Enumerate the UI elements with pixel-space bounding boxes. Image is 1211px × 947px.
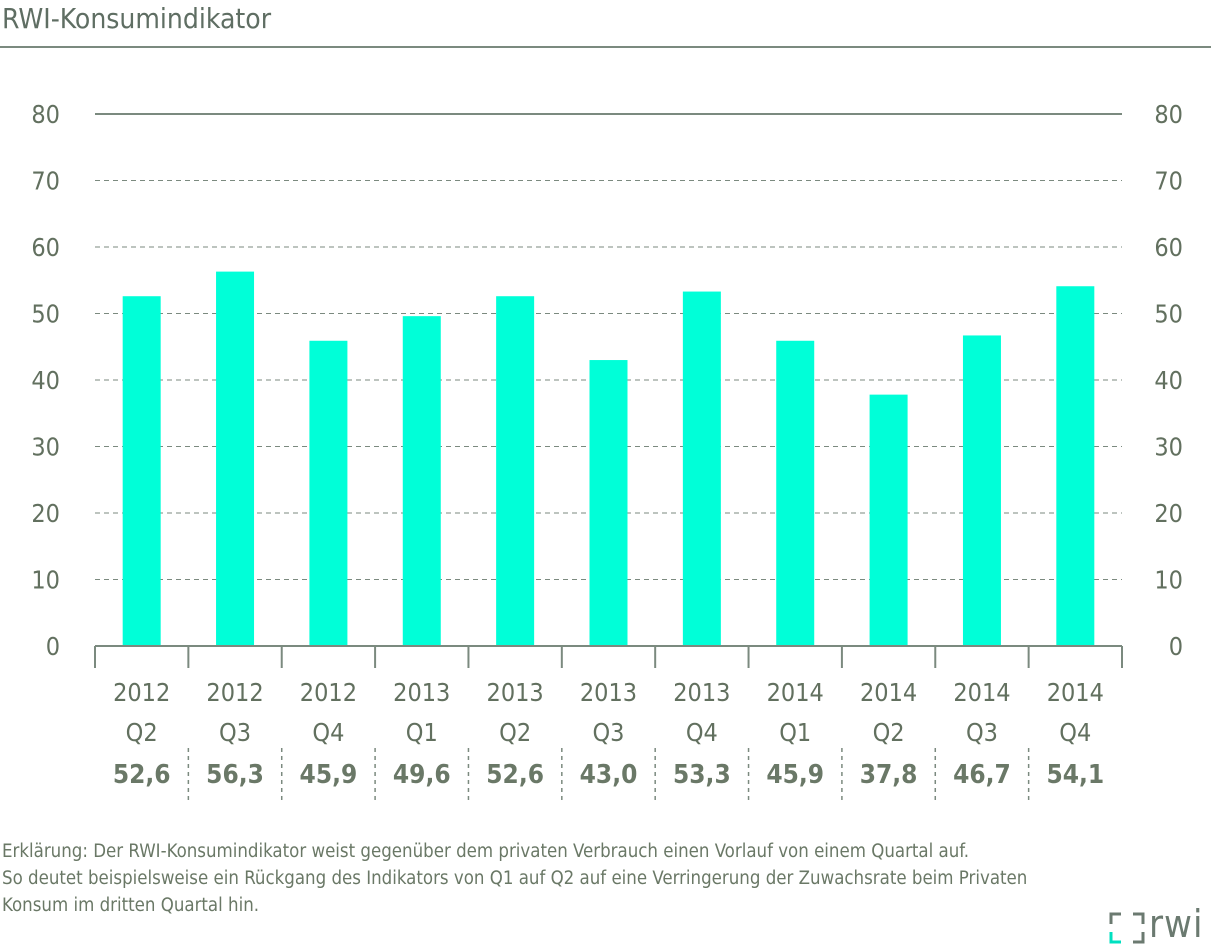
y-tick-label-left: 0 <box>46 632 60 661</box>
data-label: 43,0 <box>580 760 638 790</box>
data-label: 54,1 <box>1046 760 1104 790</box>
bar <box>402 316 441 646</box>
y-axis-right: 0 10 20 30 40 50 60 70 80 <box>1154 100 1183 661</box>
x-tick-label-quarter: Q2 <box>499 718 531 747</box>
category-labels: 2012 Q2 2012 Q3 2012 Q4 2013 Q1 2013 Q2 2013 Q3 2013… <box>113 678 1104 747</box>
value-labels: 52,6 56,3 45,9 49,6 52,6 43,0 53,3 45,9 37,8 46,7… <box>113 760 1104 790</box>
x-tick-label-year: 2012 <box>206 678 263 707</box>
bar <box>216 271 255 646</box>
title-divider <box>0 46 1211 48</box>
y-tick-label-left: 30 <box>31 433 60 462</box>
bar <box>682 291 721 646</box>
x-tick-label-year: 2013 <box>580 678 637 707</box>
y-tick-label-left: 20 <box>31 499 60 528</box>
x-tick-label-year: 2014 <box>1047 678 1104 707</box>
x-tick-label-year: 2013 <box>673 678 730 707</box>
x-tick-label-year: 2013 <box>393 678 450 707</box>
data-label: 46,7 <box>953 760 1011 790</box>
bar <box>962 335 1001 646</box>
x-tick-label-quarter: Q1 <box>779 718 811 747</box>
data-label: 45,9 <box>766 760 824 790</box>
x-tick-label-quarter: Q4 <box>1059 718 1091 747</box>
bar-chart: 0 10 20 30 40 50 60 70 80 0 10 20 30 40 50 60 70 80 2012… <box>31 100 1183 800</box>
chart-title: RWI-Konsumindikator <box>2 2 272 35</box>
y-tick-label-right: 70 <box>1154 167 1183 196</box>
rwi-logo-text: rwi <box>1149 902 1204 946</box>
y-tick-label-right: 20 <box>1154 499 1183 528</box>
y-tick-label-left: 80 <box>31 100 60 129</box>
y-tick-label-right: 30 <box>1154 433 1183 462</box>
rwi-bracket-logo-icon <box>1109 912 1145 944</box>
y-axis-left: 0 10 20 30 40 50 60 70 80 <box>31 100 60 661</box>
x-tick-label-quarter: Q2 <box>873 718 905 747</box>
x-tick-label-year: 2012 <box>113 678 170 707</box>
data-label: 45,9 <box>300 760 358 790</box>
y-tick-label-left: 60 <box>31 233 60 262</box>
footnote-line: Erklärung: Der RWI-Konsumindikator weist… <box>2 841 970 862</box>
x-axis <box>94 645 1123 800</box>
y-tick-label-right: 10 <box>1154 566 1183 595</box>
data-label: 56,3 <box>206 760 264 790</box>
data-label: 52,6 <box>113 760 171 790</box>
x-tick-label-year: 2014 <box>860 678 917 707</box>
footnote-line: Konsum im dritten Quartal hin. <box>2 895 260 916</box>
y-tick-label-right: 0 <box>1169 632 1183 661</box>
x-tick-label-year: 2012 <box>300 678 357 707</box>
footnote-line: So deutet beispielsweise ein Rückgang de… <box>2 868 1028 889</box>
x-tick-label-quarter: Q3 <box>219 718 251 747</box>
y-tick-label-left: 10 <box>31 566 60 595</box>
x-tick-label-quarter: Q4 <box>686 718 718 747</box>
x-tick-label-quarter: Q4 <box>312 718 344 747</box>
data-label: 52,6 <box>486 760 544 790</box>
gridlines <box>95 113 1122 580</box>
data-label: 37,8 <box>860 760 918 790</box>
bar <box>122 296 161 646</box>
y-tick-label-right: 50 <box>1154 300 1183 329</box>
x-tick-label-year: 2014 <box>767 678 824 707</box>
bar <box>869 394 908 646</box>
y-tick-label-right: 80 <box>1154 100 1183 129</box>
bar <box>589 360 628 646</box>
x-tick-label-year: 2013 <box>487 678 544 707</box>
bar <box>776 340 815 646</box>
x-tick-label-quarter: Q2 <box>126 718 158 747</box>
x-tick-label-quarter: Q3 <box>592 718 624 747</box>
bar <box>1056 286 1095 646</box>
x-tick-label-quarter: Q1 <box>406 718 438 747</box>
y-tick-label-left: 40 <box>31 366 60 395</box>
x-tick-label-year: 2014 <box>953 678 1010 707</box>
y-tick-label-right: 60 <box>1154 233 1183 262</box>
bar <box>309 340 348 646</box>
y-tick-label-right: 40 <box>1154 366 1183 395</box>
x-tick-label-quarter: Q3 <box>966 718 998 747</box>
data-label: 53,3 <box>673 760 731 790</box>
footnote: Erklärung: Der RWI-Konsumindikator weist… <box>2 838 1202 919</box>
bars <box>122 271 1095 646</box>
data-label: 49,6 <box>393 760 451 790</box>
y-tick-label-left: 70 <box>31 167 60 196</box>
rwi-logo: rwi <box>1107 902 1207 946</box>
bar <box>496 296 535 646</box>
y-tick-label-left: 50 <box>31 300 60 329</box>
